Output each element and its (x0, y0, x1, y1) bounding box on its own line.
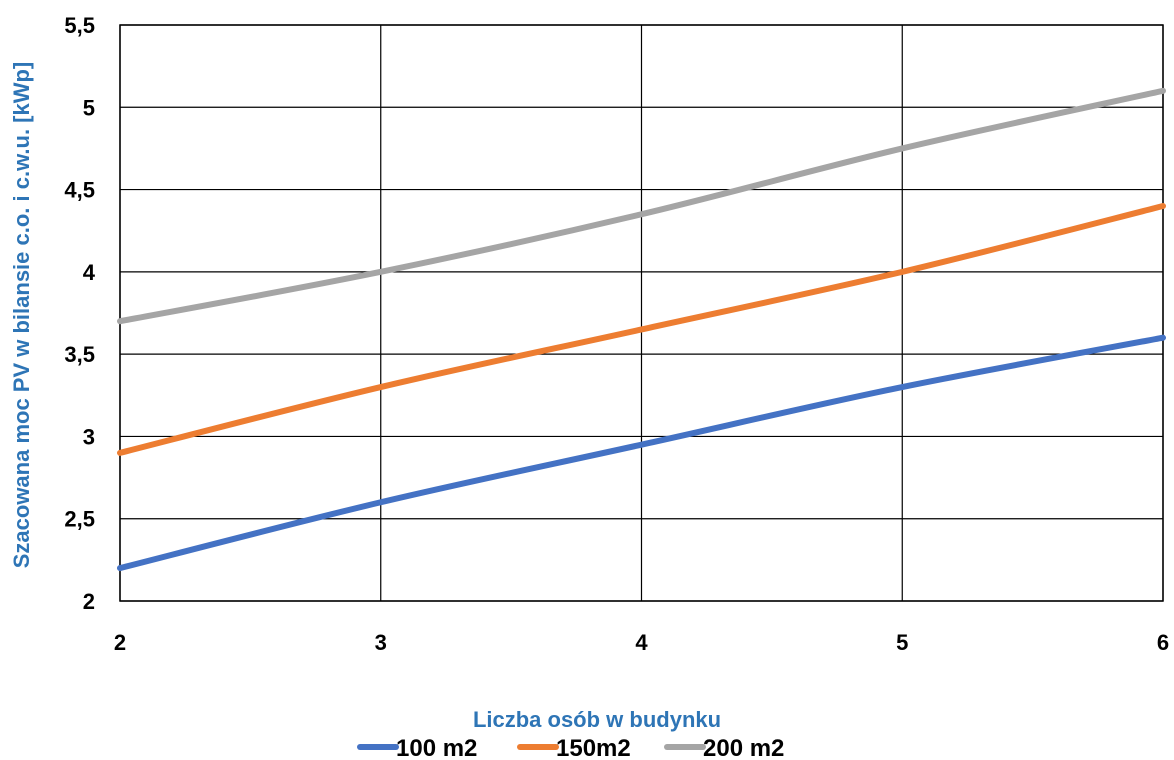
x-tick-label: 5 (896, 630, 908, 655)
x-tick-labels: 2 3 4 5 6 (114, 630, 1169, 655)
y-tick-label: 4 (83, 260, 96, 285)
series-line-1 (117, 203, 1166, 456)
y-tick-label: 2,5 (64, 507, 95, 532)
legend: 100 m2 150m2 200 m2 (357, 735, 784, 760)
y-tick-label: 5,5 (64, 13, 95, 38)
y-axis-title: Szacowana moc PV w bilansie c.o. i c.w.u… (9, 62, 34, 569)
y-tick-labels: 2 2,5 3 3,5 4 4,5 5 5,5 (64, 13, 95, 614)
x-tick-label: 3 (375, 630, 387, 655)
legend-label: 100 m2 (396, 735, 477, 760)
x-tick-label: 2 (114, 630, 126, 655)
plot-frame (119, 24, 1164, 602)
series-lines (117, 87, 1166, 572)
legend-label: 200 m2 (703, 735, 784, 760)
grid (119, 24, 1164, 602)
x-axis-title: Liczba osób w budynku (473, 707, 721, 732)
y-tick-label: 4,5 (64, 178, 95, 203)
y-tick-label: 3,5 (64, 342, 95, 367)
y-tick-label: 2 (83, 589, 95, 614)
y-tick-label: 3 (83, 424, 95, 449)
legend-label: 150m2 (556, 735, 631, 760)
series-line-0 (117, 334, 1166, 572)
series-line-2 (117, 87, 1166, 325)
x-tick-label: 4 (635, 630, 648, 655)
y-tick-label: 5 (83, 95, 95, 120)
x-tick-label: 6 (1157, 630, 1169, 655)
